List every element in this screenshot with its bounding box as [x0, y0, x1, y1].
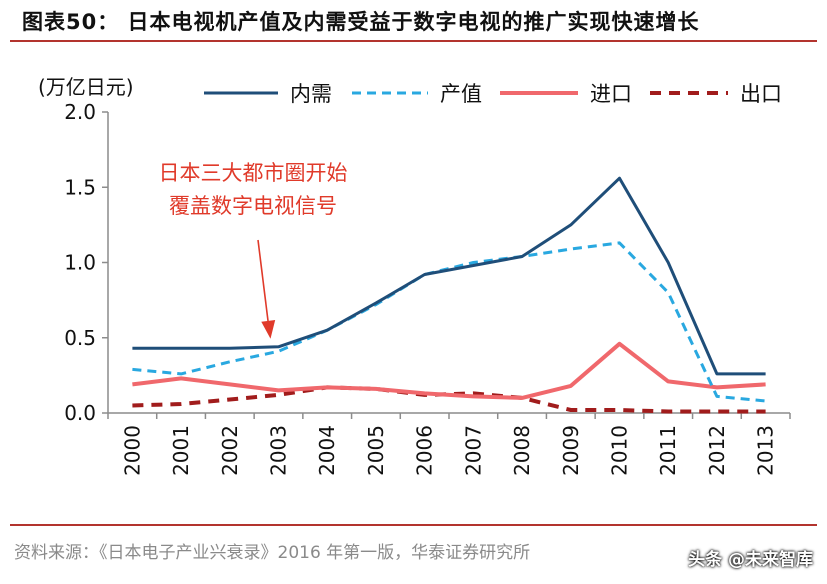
footer-divider: [10, 524, 817, 526]
series-line-2: [132, 241, 766, 403]
annotation-arrow-head: [261, 320, 276, 339]
x-tick-label: 2001: [169, 425, 193, 476]
source-note: 资料来源：《日本电子产业兴衰录》2016 年第一版，华泰证券研究所: [14, 543, 531, 563]
x-tick-label: 2009: [559, 425, 583, 476]
legend-label-1: 内需: [290, 82, 332, 106]
legend-label-3: 进口: [590, 82, 632, 106]
legend-label-4: 出口: [740, 82, 782, 106]
x-tick-label: 2000: [120, 425, 144, 476]
figure-title: 图表50： 日本电视机产值及内需受益于数字电视的推广实现快速增长: [22, 10, 700, 34]
x-tick-label: 2010: [608, 425, 632, 476]
annotation-text: 日本三大都市圈开始: [159, 161, 348, 185]
x-tick-label: 2004: [315, 425, 339, 476]
x-tick-label: 2002: [218, 425, 242, 476]
figure-title-bar: 图表50： 日本电视机产值及内需受益于数字电视的推广实现快速增长: [10, 0, 817, 44]
x-tick-label: 2006: [413, 425, 437, 476]
y-tick-label: 0.5: [64, 326, 96, 350]
x-tick-label: 2013: [754, 425, 778, 476]
title-divider: [10, 40, 817, 42]
y-tick-label: 1.5: [64, 175, 96, 199]
y-tick-label: 2.0: [64, 100, 96, 124]
x-tick-label: 2012: [705, 425, 729, 476]
series-line-3: [132, 341, 766, 400]
annotation-text: 覆盖数字电视信号: [169, 194, 337, 218]
y-unit-label: (万亿日元): [38, 75, 134, 99]
x-tick-label: 2008: [510, 425, 534, 476]
annotation-arrow-line: [257, 239, 270, 325]
watermark: 头条 @未来智库: [688, 550, 813, 570]
x-tick-label: 2007: [461, 425, 485, 476]
tv-industry-line-chart: (万亿日元) 0.0 0.5 1.0 1.5 2.0 2000 2001 2002 2003 200…: [38, 75, 791, 476]
x-tick-label: 2003: [267, 425, 291, 476]
x-tick-label: 2005: [364, 425, 388, 476]
series-line-1: [132, 176, 766, 376]
series-line-4: [132, 385, 766, 414]
legend-label-2: 产值: [440, 82, 482, 106]
y-tick-label: 0.0: [64, 401, 96, 425]
x-tick-label: 2011: [656, 425, 680, 476]
y-tick-label: 1.0: [64, 251, 96, 275]
